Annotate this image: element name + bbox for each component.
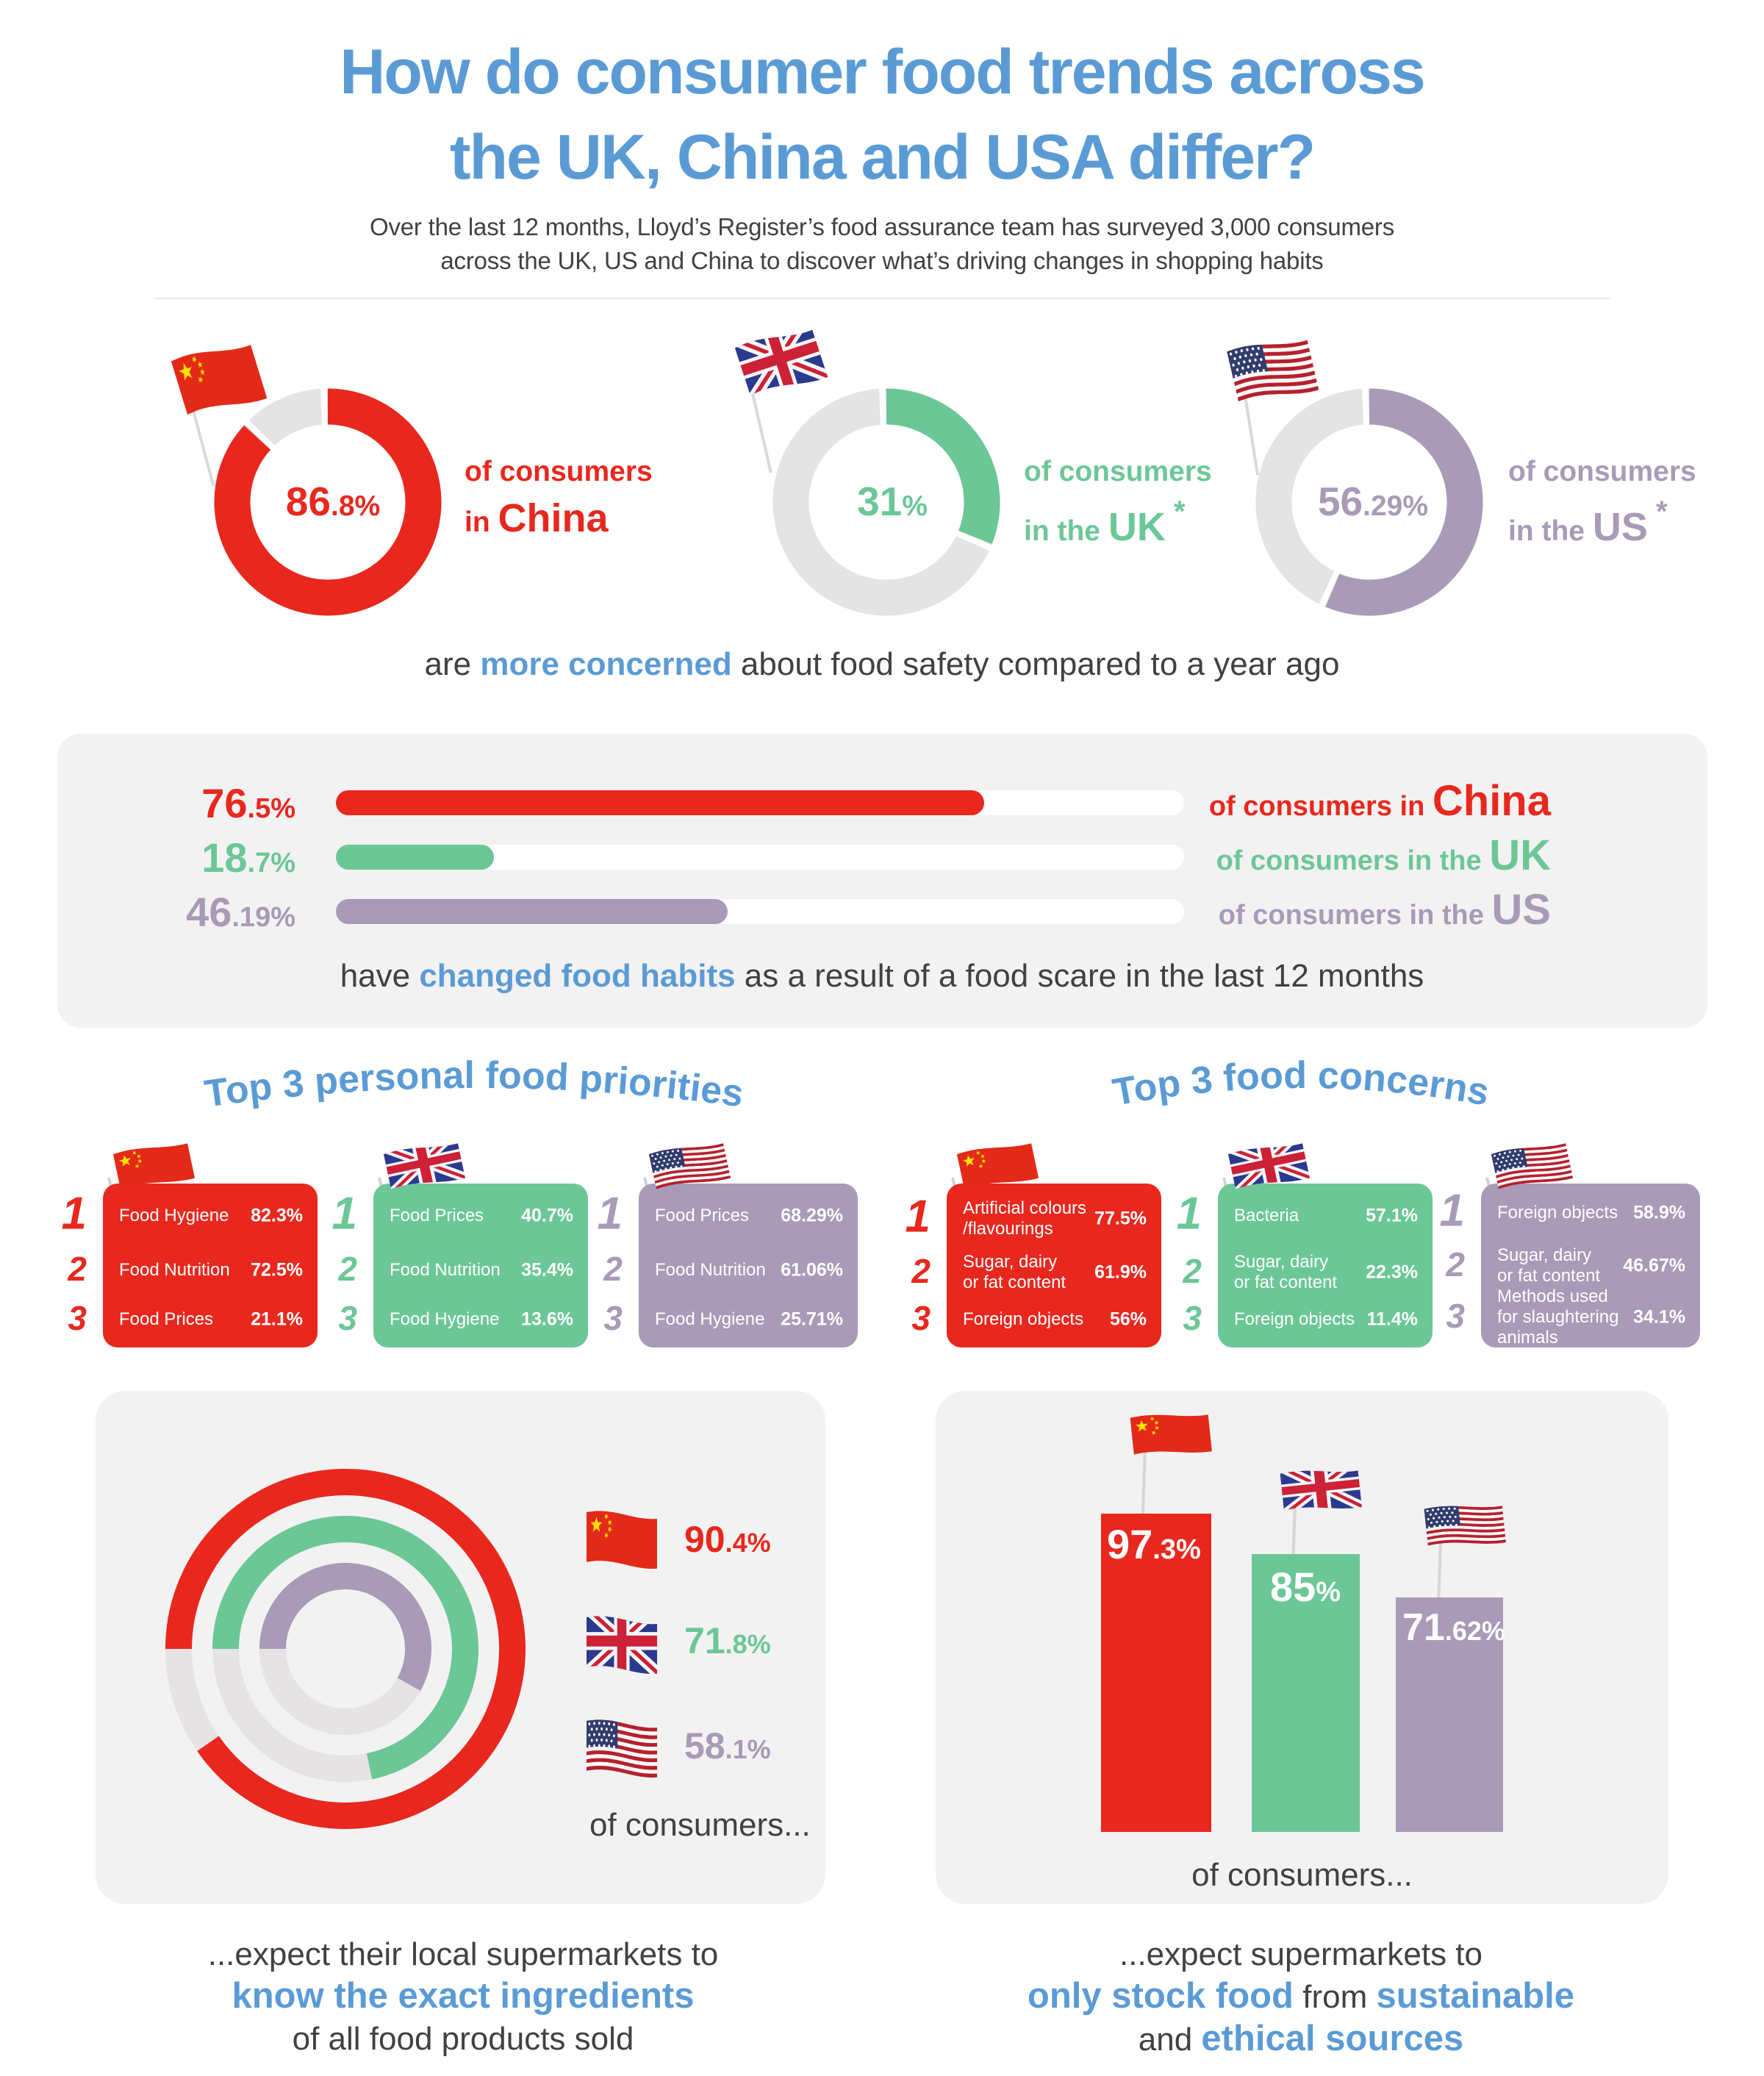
svg-text:Top 3 personal food priorities: Top 3 personal food priorities bbox=[202, 1054, 746, 1116]
svg-text:Top 3 food concerns: Top 3 food concerns bbox=[1110, 1054, 1493, 1114]
